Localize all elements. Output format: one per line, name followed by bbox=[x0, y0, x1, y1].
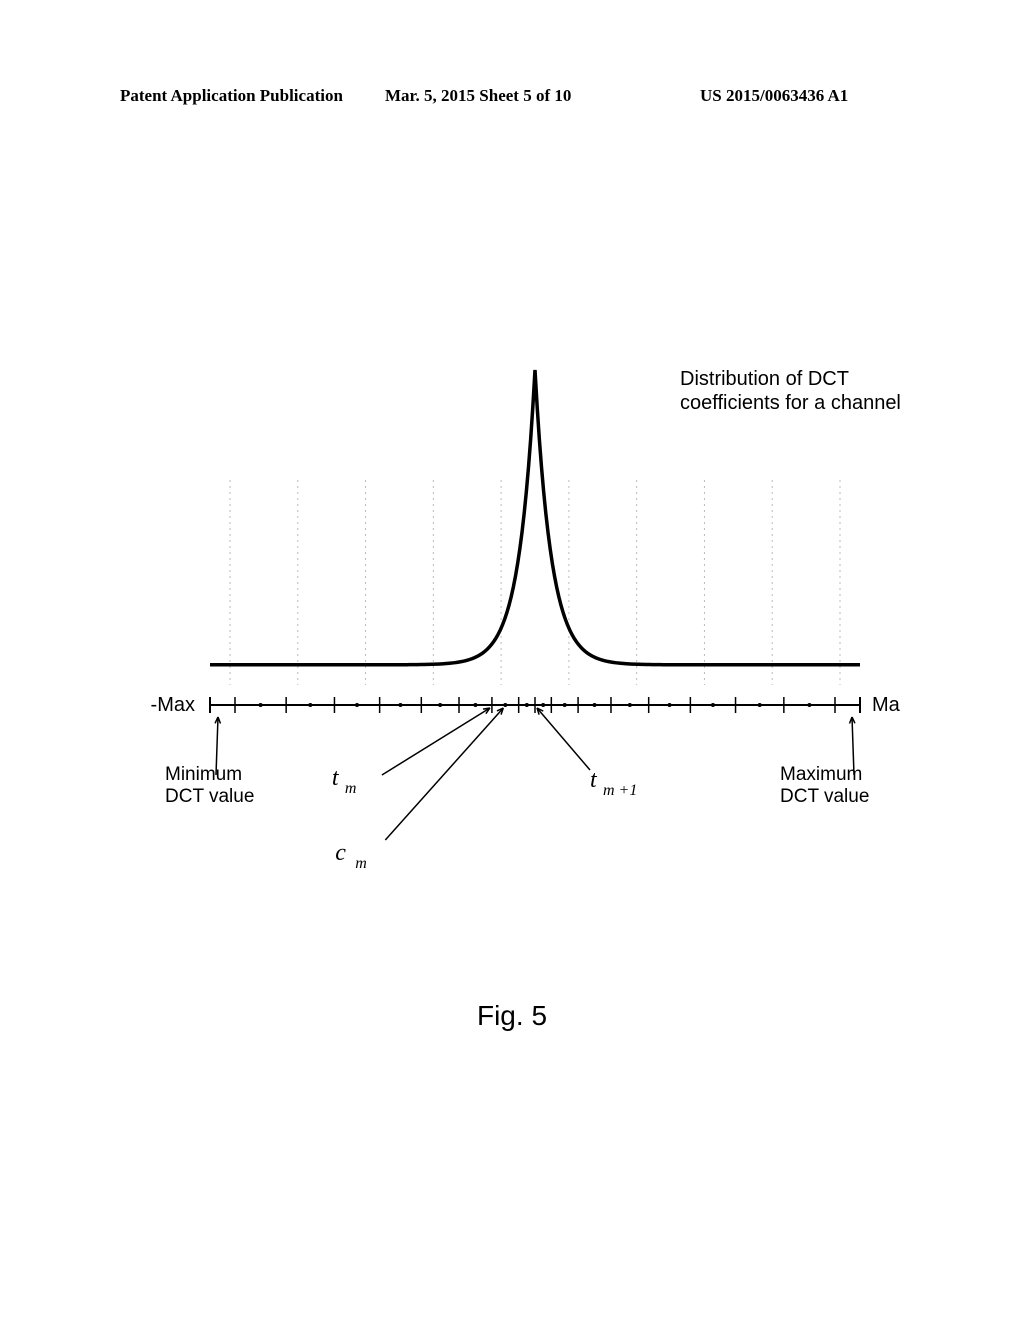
svg-text:DCT value: DCT value bbox=[780, 786, 869, 807]
svg-text:DCT value: DCT value bbox=[165, 786, 254, 807]
figure-5: Distribution of DCTcoefficients for a ch… bbox=[140, 350, 900, 970]
figure-svg: Distribution of DCTcoefficients for a ch… bbox=[140, 350, 900, 970]
svg-text:Maximum: Maximum bbox=[780, 764, 862, 785]
svg-text:Max: Max bbox=[872, 694, 900, 716]
svg-text:coefficients for a channel: coefficients for a channel bbox=[680, 392, 900, 414]
svg-text:Distribution of DCT: Distribution of DCT bbox=[680, 368, 849, 390]
svg-text:Minimum: Minimum bbox=[165, 764, 242, 785]
svg-text:c: c bbox=[335, 840, 346, 866]
svg-text:m: m bbox=[345, 780, 357, 797]
svg-text:t: t bbox=[332, 765, 340, 791]
svg-text:m: m bbox=[355, 855, 367, 872]
svg-text:-Max: -Max bbox=[151, 694, 195, 716]
figure-caption: Fig. 5 bbox=[0, 1000, 1024, 1032]
svg-text:m +1: m +1 bbox=[603, 782, 637, 799]
header-left: Patent Application Publication bbox=[120, 86, 343, 106]
header-right: US 2015/0063436 A1 bbox=[700, 86, 848, 106]
header-center: Mar. 5, 2015 Sheet 5 of 10 bbox=[385, 86, 571, 106]
svg-text:t: t bbox=[590, 767, 598, 793]
